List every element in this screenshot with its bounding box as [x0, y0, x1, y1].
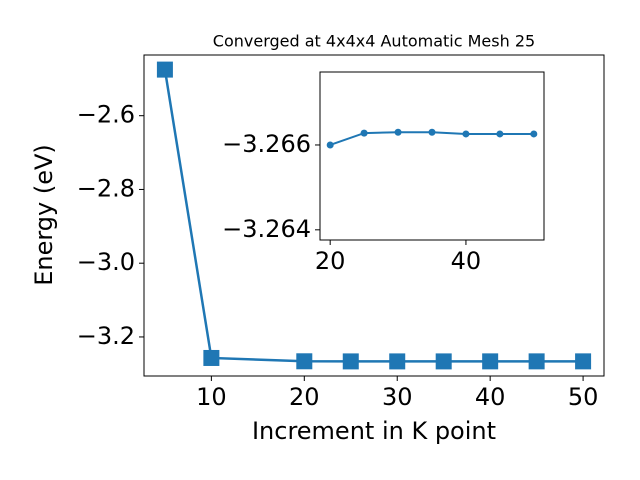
x-tick-label: 40	[475, 383, 506, 411]
y-tick-label: −3.266	[222, 130, 311, 158]
chart-title: Converged at 4x4x4 Automatic Mesh 25	[213, 32, 535, 51]
marker	[482, 353, 499, 370]
x-tick-label: 40	[451, 247, 482, 275]
marker	[296, 353, 313, 370]
marker	[575, 353, 592, 370]
x-tick-label: 10	[196, 383, 227, 411]
x-axis-label: Increment in K point	[252, 417, 496, 445]
marker	[435, 353, 452, 370]
marker	[496, 130, 504, 138]
y-axis-label: Energy (eV)	[30, 144, 58, 286]
marker	[462, 130, 470, 138]
y-tick-label: −3.2	[77, 322, 135, 350]
y-tick-label: −2.6	[77, 101, 135, 129]
y-tick-label: −3.264	[222, 215, 311, 243]
marker	[203, 349, 220, 366]
y-tick-label: −3.0	[77, 248, 135, 276]
marker	[528, 353, 545, 370]
x-tick-label: 20	[315, 247, 346, 275]
marker	[360, 129, 368, 137]
plot-frame	[143, 54, 605, 377]
marker	[342, 353, 359, 370]
x-tick-label: 20	[289, 383, 320, 411]
marker	[530, 130, 538, 138]
marker	[156, 61, 173, 78]
x-tick-label: 50	[568, 383, 599, 411]
plot-frame	[319, 71, 545, 241]
marker	[389, 353, 406, 370]
marker	[326, 141, 334, 149]
marker	[428, 128, 436, 136]
x-tick-label: 30	[382, 383, 413, 411]
marker	[394, 128, 402, 136]
y-tick-label: −2.8	[77, 174, 135, 202]
plot-area	[320, 72, 544, 240]
